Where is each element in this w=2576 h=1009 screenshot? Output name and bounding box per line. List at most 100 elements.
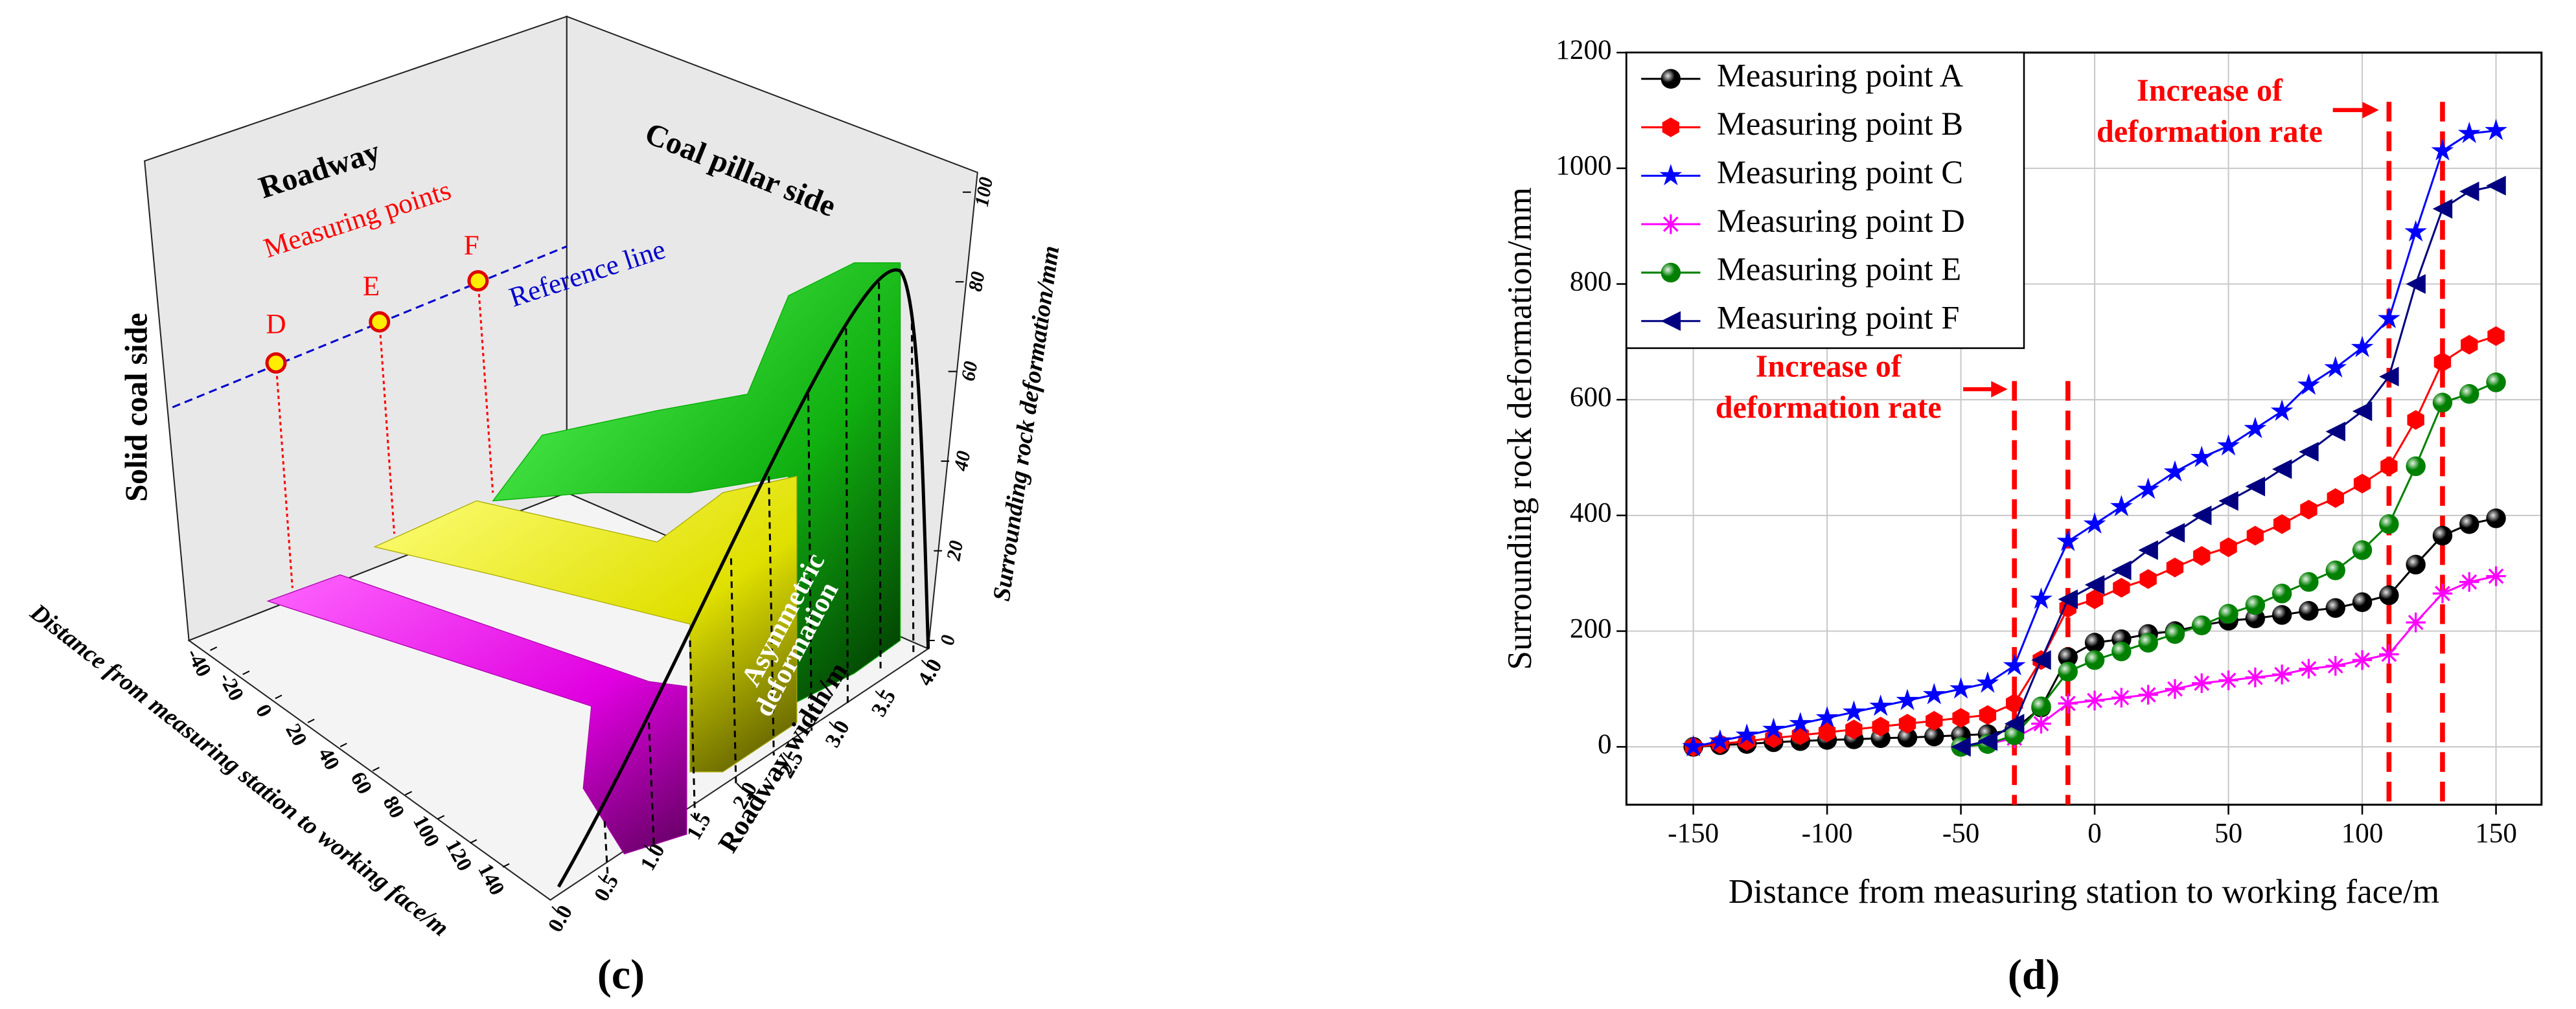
marker xyxy=(2138,540,2158,560)
z-tick-label: 100 xyxy=(971,176,997,209)
annotation: Increase of xyxy=(2137,74,2283,108)
marker xyxy=(2433,352,2452,372)
marker xyxy=(2192,615,2212,635)
deformation-profile xyxy=(557,268,930,888)
marker xyxy=(1682,734,1705,756)
marker-shine xyxy=(2325,598,2345,618)
marker-shine xyxy=(2299,572,2319,592)
marker xyxy=(2461,335,2478,355)
marker xyxy=(2352,650,2373,670)
y-tick xyxy=(643,844,652,852)
x-tick xyxy=(372,767,380,772)
marker xyxy=(1661,69,1681,89)
marker-shine xyxy=(2031,696,2051,716)
marker xyxy=(2004,714,2025,734)
marker xyxy=(2084,690,2105,710)
marker xyxy=(1659,164,1683,186)
marker xyxy=(2297,373,2320,395)
marker xyxy=(1979,705,1997,725)
marker xyxy=(1815,706,1839,728)
y-tick-label: 1200 xyxy=(1556,35,1611,65)
legend-box xyxy=(1626,51,2025,349)
marker xyxy=(2325,560,2345,580)
marker xyxy=(1926,710,1943,731)
marker xyxy=(2111,641,2132,662)
marker xyxy=(1735,723,1758,745)
y-tick-label: 3.5 xyxy=(867,686,901,721)
marker-shine xyxy=(2459,384,2479,404)
marker xyxy=(2459,514,2479,534)
marker xyxy=(1897,727,1918,748)
legend-label: Measuring point A xyxy=(1717,57,1964,93)
marker xyxy=(2352,401,2373,422)
y-tick xyxy=(782,752,790,760)
marker xyxy=(2352,540,2373,560)
marker-shine xyxy=(2486,508,2506,528)
y-tick-label: 3.0 xyxy=(821,717,855,752)
marker-shine xyxy=(1661,69,1681,89)
marker xyxy=(2486,508,2506,528)
x-tick-label: 80 xyxy=(378,792,409,822)
x-tick-label: 100 xyxy=(2341,819,2384,849)
marker xyxy=(2352,592,2373,613)
x-tick xyxy=(339,742,347,747)
marker xyxy=(2031,714,2051,734)
marker xyxy=(2325,655,2345,676)
marker xyxy=(2351,335,2374,357)
marker xyxy=(2299,572,2319,592)
marker xyxy=(2353,473,2371,493)
marker-shine xyxy=(2138,633,2158,653)
y-tick-label: 1000 xyxy=(1556,151,1611,181)
marker xyxy=(2003,653,2026,675)
point-markers xyxy=(265,270,489,374)
y-tick-label: 0.0 xyxy=(544,901,577,936)
marker xyxy=(1762,718,1785,740)
marker xyxy=(2459,572,2479,592)
x-tick-label: 0 xyxy=(2087,819,2102,849)
point-label: F xyxy=(464,231,479,261)
marker xyxy=(1896,688,1919,710)
marker xyxy=(2271,584,2292,604)
y-tick xyxy=(921,659,929,668)
marker-shine xyxy=(2299,601,2319,621)
marker xyxy=(2299,659,2319,679)
marker xyxy=(2058,647,2078,667)
x-tick xyxy=(437,815,445,820)
marker xyxy=(2271,605,2292,625)
marker xyxy=(1708,729,1732,751)
annotation: Increase of xyxy=(1756,350,1902,384)
marker xyxy=(2406,612,2426,633)
x-tick xyxy=(502,863,510,868)
panel-label: (d) xyxy=(2008,951,2060,998)
marker xyxy=(2300,499,2317,520)
wall-label: Solid coal side xyxy=(120,313,154,502)
marker-shine xyxy=(2084,633,2105,653)
marker xyxy=(2299,601,2319,621)
marker xyxy=(2325,598,2345,618)
marker xyxy=(2058,589,2078,609)
marker xyxy=(2487,326,2505,346)
marker xyxy=(2486,372,2506,392)
y-tick-label: 400 xyxy=(1570,498,1612,528)
marker xyxy=(2245,667,2266,688)
marker xyxy=(1789,712,1812,734)
marker xyxy=(2486,566,2506,586)
reference-line xyxy=(172,245,568,409)
marker xyxy=(2406,554,2426,575)
x-tick xyxy=(242,670,250,675)
marker xyxy=(1869,694,1892,716)
marker xyxy=(2031,650,2051,670)
marker-shine xyxy=(2379,514,2399,534)
y-tick-label: 0.5 xyxy=(590,870,624,905)
marker xyxy=(2058,661,2078,682)
marker-shine xyxy=(2218,604,2238,624)
z-axis-title: Surrounding rock deformation/mm xyxy=(988,244,1065,603)
marker xyxy=(2246,525,2264,546)
marker-shine xyxy=(2058,661,2078,682)
z-tick-label: 0 xyxy=(936,633,960,647)
y-tick xyxy=(690,813,698,821)
marker xyxy=(1662,117,1679,137)
legend-label: Measuring point F xyxy=(1717,299,1960,335)
y-tick-label: 0 xyxy=(1598,729,1612,760)
